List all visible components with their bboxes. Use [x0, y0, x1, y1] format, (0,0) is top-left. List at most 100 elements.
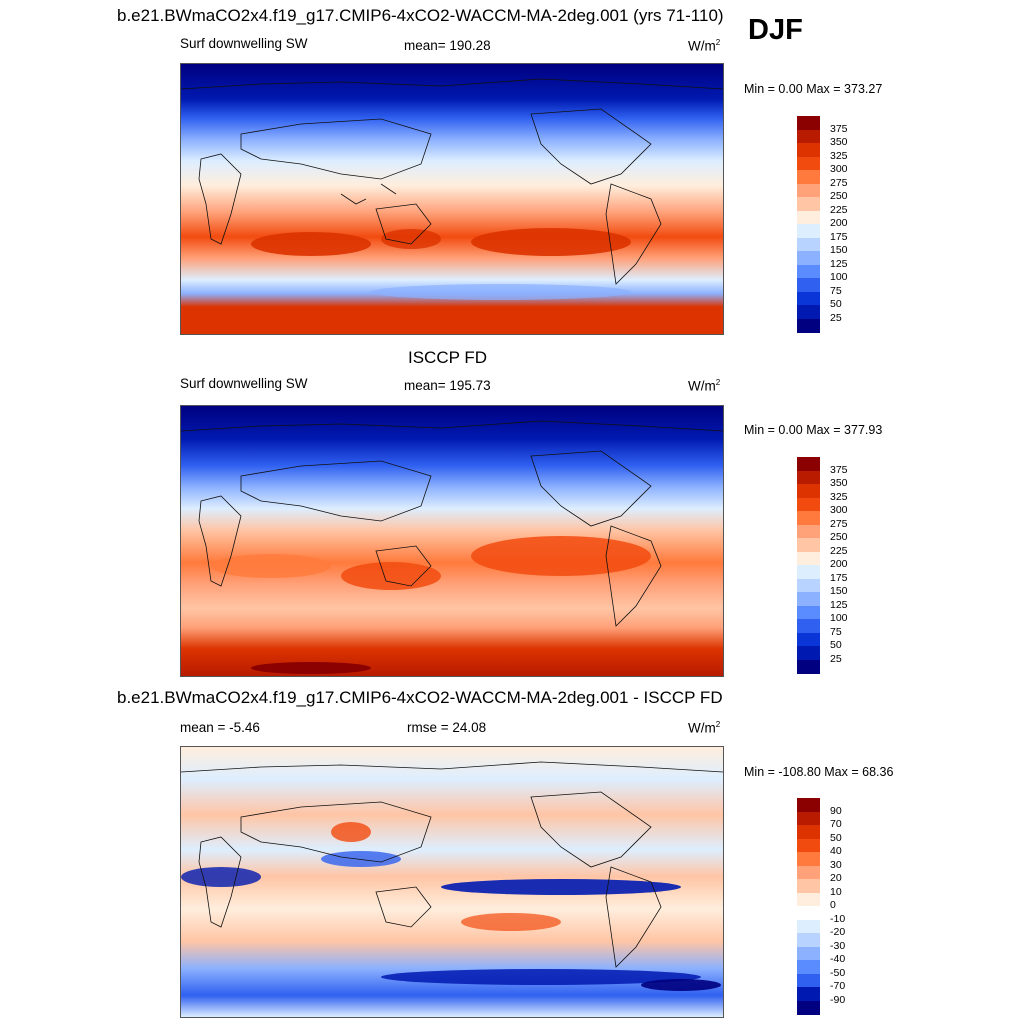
- colorbar-swatch: [797, 960, 820, 974]
- colorbar-label: 70: [830, 818, 842, 830]
- colorbar-swatch: [797, 291, 820, 306]
- colorbar-label: 225: [830, 203, 848, 216]
- colorbar-label: 100: [830, 612, 848, 624]
- colorbar-label: 200: [830, 217, 848, 229]
- panel1-variable-label: Surf downwelling SW: [180, 36, 308, 51]
- colorbar-label: 250: [830, 531, 848, 543]
- colorbar-label: 25: [830, 311, 842, 324]
- colorbar-swatch: [797, 237, 820, 252]
- colorbar-label: 0: [830, 899, 836, 911]
- colorbar-swatch: [797, 973, 820, 988]
- colorbar-swatch: [797, 484, 820, 498]
- colorbar-label: 350: [830, 477, 848, 489]
- panel2-units: W/m2: [688, 378, 721, 394]
- colorbar-swatch: [797, 470, 820, 485]
- colorbar-label: 50: [830, 298, 842, 310]
- colorbar-swatch: [797, 987, 820, 1001]
- colorbar-swatch: [797, 156, 820, 171]
- colorbar-label: 30: [830, 858, 842, 871]
- colorbar-swatch: [797, 511, 820, 525]
- colorbar-swatch: [797, 659, 820, 674]
- panel1-map: [180, 63, 724, 335]
- colorbar-swatch: [797, 605, 820, 620]
- colorbar-label: 10: [830, 885, 842, 898]
- colorbar-label: 75: [830, 284, 842, 297]
- colorbar-label: -50: [830, 966, 846, 979]
- colorbar-swatch: [797, 197, 820, 211]
- colorbar-swatch: [797, 578, 820, 593]
- colorbar-label: 125: [830, 257, 848, 270]
- colorbar-label: 150: [830, 585, 848, 597]
- colorbar-swatch: [797, 811, 820, 826]
- colorbar-label: 50: [830, 639, 842, 651]
- panel2-variable-label: Surf downwelling SW: [180, 376, 308, 391]
- colorbar-label: 300: [830, 163, 848, 175]
- colorbar-swatch: [797, 838, 820, 853]
- colorbar-label: 325: [830, 490, 848, 503]
- colorbar-swatch: [797, 879, 820, 893]
- colorbar-label: -10: [830, 912, 846, 925]
- season-label: DJF: [748, 14, 803, 46]
- colorbar-label: -40: [830, 953, 846, 965]
- colorbar-swatch: [797, 865, 820, 880]
- panel2-title: ISCCP FD: [408, 348, 488, 367]
- colorbar-swatch: [797, 497, 820, 512]
- colorbar-label: 375: [830, 463, 848, 476]
- colorbar-label: 275: [830, 517, 848, 530]
- colorbar-label: 50: [830, 831, 842, 844]
- colorbar-swatch: [797, 318, 820, 333]
- colorbar-swatch: [797, 278, 820, 292]
- colorbar-label: 175: [830, 230, 848, 243]
- colorbar-swatch: [797, 129, 820, 144]
- colorbar-swatch: [797, 143, 820, 157]
- colorbar-swatch: [797, 170, 820, 184]
- colorbar-label: 325: [830, 149, 848, 162]
- colorbar-swatch: [797, 919, 820, 934]
- colorbar-swatch: [797, 619, 820, 633]
- colorbar-label: 250: [830, 190, 848, 202]
- colorbar-label: -30: [830, 939, 846, 952]
- colorbar-swatch: [797, 565, 820, 579]
- colorbar-label: 25: [830, 652, 842, 665]
- panel1-minmax: Min = 0.00 Max = 373.27: [744, 82, 883, 96]
- panel1-units: W/m2: [688, 38, 721, 54]
- colorbar-label: -70: [830, 980, 846, 992]
- panel3-rmse-label: rmse = 24.08: [407, 720, 487, 735]
- colorbar-label: -90: [830, 993, 846, 1006]
- panel3-title: b.e21.BWmaCO2x4.f19_g17.CMIP6-4xCO2-WACC…: [117, 688, 723, 707]
- colorbar-swatch: [797, 1000, 820, 1015]
- colorbar-swatch: [797, 852, 820, 866]
- colorbar-swatch: [797, 524, 820, 539]
- colorbar-label: 350: [830, 136, 848, 148]
- colorbar-swatch: [797, 116, 820, 130]
- colorbar-label: 125: [830, 598, 848, 611]
- colorbar-swatch: [797, 457, 820, 471]
- colorbar-swatch: [797, 183, 820, 198]
- colorbar-swatch: [797, 592, 820, 606]
- colorbar-label: 150: [830, 244, 848, 256]
- panel3-map: [180, 746, 724, 1018]
- colorbar-swatch: [797, 264, 820, 279]
- colorbar-swatch: [797, 632, 820, 647]
- panel2-map: [180, 405, 724, 677]
- colorbar-label: 200: [830, 558, 848, 570]
- colorbar-label: 75: [830, 625, 842, 638]
- colorbar-swatch: [797, 251, 820, 265]
- colorbar-label: 90: [830, 804, 842, 817]
- colorbar-label: 40: [830, 845, 842, 857]
- colorbar-swatch: [797, 825, 820, 839]
- colorbar-label: 20: [830, 872, 842, 884]
- panel3-minmax: Min = -108.80 Max = 68.36: [744, 765, 894, 779]
- panel3-units: W/m2: [688, 720, 721, 736]
- panel1-title: b.e21.BWmaCO2x4.f19_g17.CMIP6-4xCO2-WACC…: [117, 6, 724, 25]
- colorbar-swatch: [797, 946, 820, 961]
- colorbar-label: 300: [830, 504, 848, 516]
- colorbar-label: 100: [830, 271, 848, 283]
- colorbar-swatch: [797, 892, 820, 907]
- colorbar-label: 225: [830, 544, 848, 557]
- colorbar-swatch: [797, 646, 820, 660]
- panel3-mean-label: mean = -5.46: [180, 720, 260, 735]
- colorbar-swatch: [797, 210, 820, 225]
- panel2-minmax: Min = 0.00 Max = 377.93: [744, 423, 883, 437]
- colorbar-label: 175: [830, 571, 848, 584]
